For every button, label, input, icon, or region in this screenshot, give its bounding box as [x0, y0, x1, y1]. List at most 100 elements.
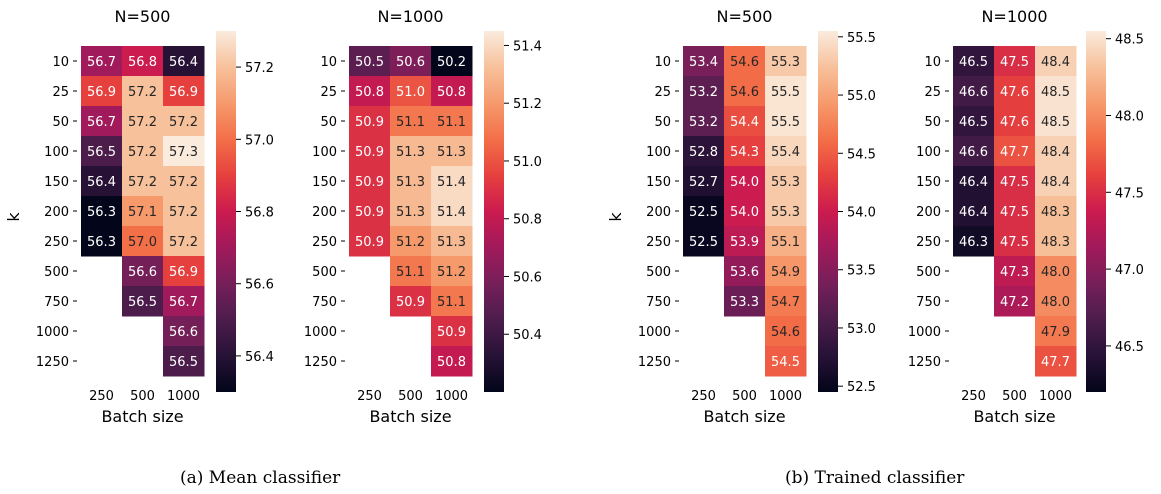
cell-label: 56.9 — [169, 85, 198, 100]
heatmap-cell — [349, 136, 391, 167]
heatmap-cell — [953, 76, 995, 107]
cell-label: 56.7 — [169, 295, 198, 310]
heatmap-cell — [994, 46, 1036, 77]
cell-label: 53.6 — [730, 265, 759, 280]
cell-label: 56.7 — [87, 55, 116, 70]
heatmap-cell — [390, 46, 432, 77]
cell-label: 56.4 — [87, 175, 116, 190]
cell-label: 51.1 — [396, 265, 425, 280]
cell-label: 51.1 — [437, 115, 466, 130]
cell-label: 52.5 — [689, 235, 718, 250]
cell-label: 46.4 — [959, 175, 988, 190]
cell-label: 57.2 — [128, 85, 157, 100]
panel-title: N=1000 — [981, 7, 1047, 26]
heatmap-cell — [994, 136, 1036, 167]
colorbar-tick-label: 55.5 — [847, 31, 876, 46]
cell-label: 53.2 — [689, 85, 718, 100]
cell-label: 57.1 — [128, 205, 157, 220]
heatmap-cell — [1035, 46, 1077, 77]
heatmap-cell — [390, 106, 432, 137]
cell-label: 50.6 — [396, 55, 425, 70]
cell-label: 54.0 — [730, 205, 759, 220]
cell-label: 51.0 — [396, 85, 425, 100]
cell-label: 47.5 — [1000, 235, 1029, 250]
heatmap-cell — [683, 106, 725, 137]
heatmap-cell — [390, 256, 432, 287]
heatmap-cell — [1035, 226, 1077, 257]
x-axis-label: Batch size — [973, 407, 1055, 426]
cell-label: 56.8 — [128, 55, 157, 70]
cell-label: 55.3 — [771, 55, 800, 70]
cell-label: 53.9 — [730, 235, 759, 250]
cell-label: 50.8 — [437, 85, 466, 100]
cell-label: 50.9 — [355, 145, 384, 160]
cell-label: 57.2 — [128, 115, 157, 130]
y-tick-label: 250 — [646, 235, 671, 250]
heatmap-cell — [431, 166, 473, 197]
cell-label: 50.8 — [355, 85, 384, 100]
heatmap-panel-2: N=1000 50.5 50.6 50.2 50.8 51.0 50.8 50.9 51.1 51… — [304, 7, 542, 426]
y-tick-label: 100 — [916, 145, 941, 160]
y-tick-label: 200 — [646, 205, 671, 220]
heatmap-cell — [765, 76, 807, 107]
colorbar-tick-label: 50.6 — [513, 270, 542, 285]
cell-label: 54.7 — [771, 295, 800, 310]
y-axis-label: k — [4, 212, 23, 222]
cell-label: 51.2 — [396, 235, 425, 250]
y-tick-label: 50 — [654, 115, 671, 130]
cell-label: 48.5 — [1041, 115, 1070, 130]
heatmap-cell — [953, 46, 995, 77]
colorbar-tick-label: 51.0 — [513, 155, 542, 170]
cell-label: 57.2 — [169, 205, 198, 220]
heatmap-cell — [431, 256, 473, 287]
heatmap-cell — [163, 256, 205, 287]
cell-label: 50.2 — [437, 55, 466, 70]
heatmap-cell — [390, 136, 432, 167]
colorbar-tick-label: 56.6 — [245, 278, 274, 293]
heatmap-cell — [724, 106, 766, 137]
heatmap-cell — [122, 106, 164, 137]
cell-label: 57.2 — [169, 175, 198, 190]
y-tick-label: 50 — [320, 115, 337, 130]
cell-label: 57.2 — [128, 175, 157, 190]
colorbar — [1086, 31, 1106, 392]
cell-label: 46.3 — [959, 235, 988, 250]
caption-mean-classifier: (a) Mean classifier — [180, 468, 341, 488]
cell-label: 46.5 — [959, 115, 988, 130]
heatmap-cell — [163, 316, 205, 347]
y-tick-label: 250 — [44, 235, 69, 250]
cell-label: 53.4 — [689, 55, 718, 70]
cell-label: 57.3 — [169, 145, 198, 160]
y-tick-label: 100 — [646, 145, 671, 160]
heatmap-cell — [163, 286, 205, 317]
heatmap-cell — [390, 196, 432, 227]
colorbar-tick-label: 53.5 — [847, 264, 876, 279]
cell-label: 48.5 — [1041, 85, 1070, 100]
heatmap-cell — [431, 196, 473, 227]
cell-label: 54.4 — [730, 115, 759, 130]
heatmap-cell — [994, 226, 1036, 257]
x-axis-label: Batch size — [101, 407, 183, 426]
heatmap-cell — [122, 76, 164, 107]
heatmap-cell — [431, 316, 473, 347]
heatmap-cell — [122, 136, 164, 167]
y-tick-label: 50 — [52, 115, 69, 130]
cell-label: 50.5 — [355, 55, 384, 70]
heatmap-cell — [81, 76, 123, 107]
heatmap-cell — [349, 76, 391, 107]
colorbar-tick-label: 51.4 — [513, 39, 542, 54]
cell-label: 56.9 — [169, 265, 198, 280]
heatmap-cell — [724, 166, 766, 197]
cell-label: 47.5 — [1000, 55, 1029, 70]
heatmap-cell — [163, 226, 205, 257]
heatmap-cell — [349, 106, 391, 137]
caption-trained-classifier: (b) Trained classifier — [785, 468, 965, 488]
heatmap-cell — [953, 136, 995, 167]
panel-title: N=1000 — [377, 7, 443, 26]
y-tick-label: 1000 — [304, 325, 337, 340]
colorbar-tick-label: 48.5 — [1115, 33, 1144, 48]
heatmap-cell — [163, 76, 205, 107]
cell-label: 46.6 — [959, 85, 988, 100]
heatmap-cell — [122, 46, 164, 77]
cell-label: 53.2 — [689, 115, 718, 130]
